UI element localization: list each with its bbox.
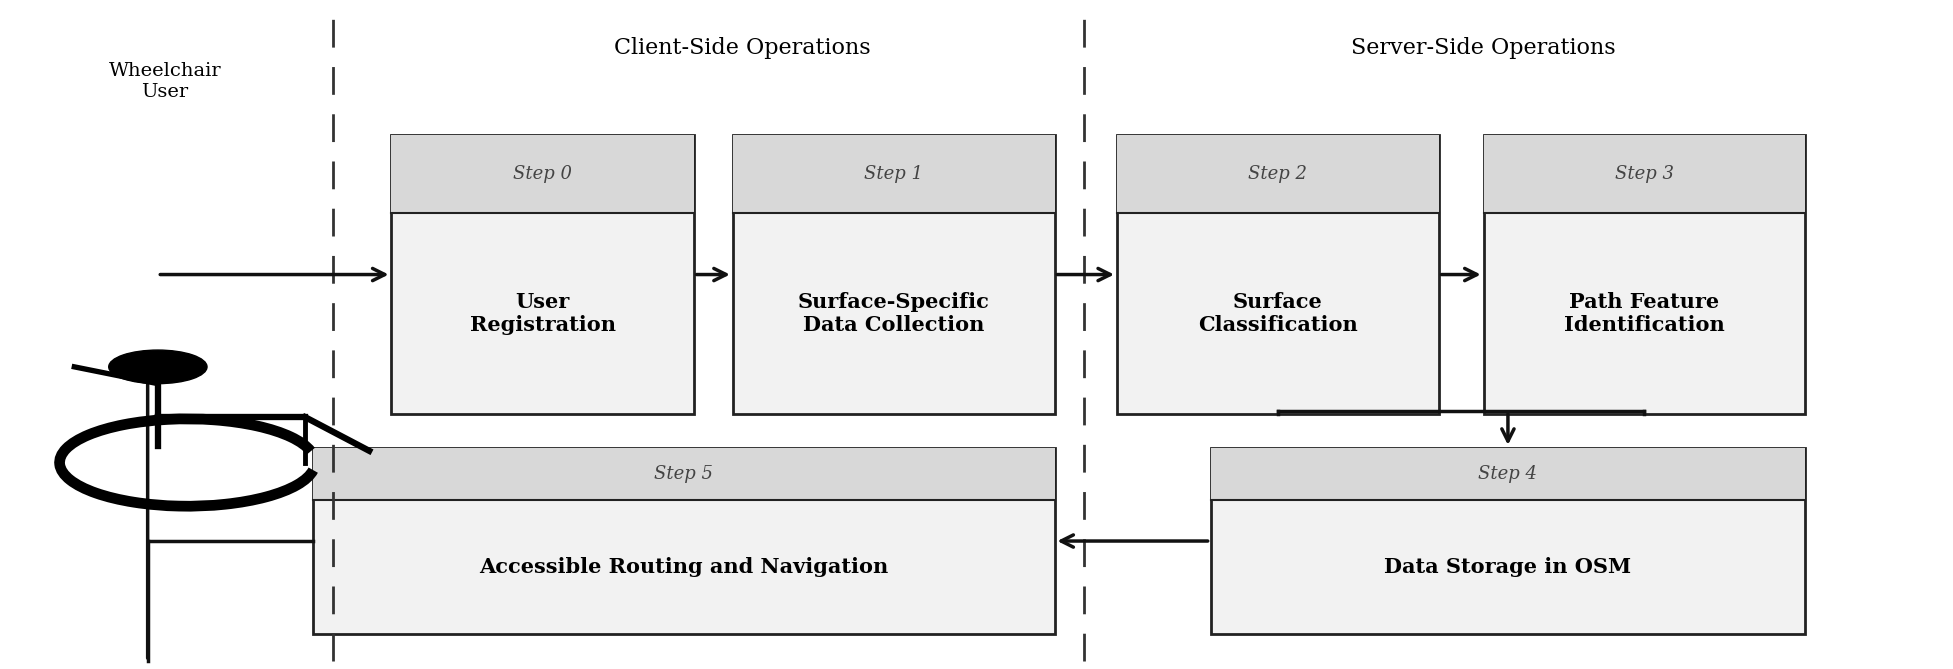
Text: Data Storage in OSM: Data Storage in OSM xyxy=(1385,557,1631,577)
Text: Accessible Routing and Navigation: Accessible Routing and Navigation xyxy=(478,557,889,577)
FancyBboxPatch shape xyxy=(391,134,693,415)
FancyBboxPatch shape xyxy=(1484,134,1805,213)
Text: Surface-Specific
Data Collection: Surface-Specific Data Collection xyxy=(797,292,990,335)
Text: Client-Side Operations: Client-Side Operations xyxy=(613,37,871,59)
Text: Step 4: Step 4 xyxy=(1478,465,1537,483)
Text: User
Registration: User Registration xyxy=(469,292,615,335)
Text: Path Feature
Identification: Path Feature Identification xyxy=(1564,292,1724,335)
FancyBboxPatch shape xyxy=(312,448,1055,500)
Text: Server-Side Operations: Server-Side Operations xyxy=(1351,37,1615,59)
Text: Wheelchair
User: Wheelchair User xyxy=(109,62,221,101)
FancyBboxPatch shape xyxy=(732,134,1055,415)
Text: Step 0: Step 0 xyxy=(514,165,572,183)
FancyBboxPatch shape xyxy=(391,134,693,213)
Text: Step 3: Step 3 xyxy=(1615,165,1674,183)
Text: Step 1: Step 1 xyxy=(863,165,924,183)
FancyBboxPatch shape xyxy=(1484,134,1805,415)
FancyBboxPatch shape xyxy=(1117,134,1439,213)
Text: Step 5: Step 5 xyxy=(654,465,713,483)
FancyBboxPatch shape xyxy=(1117,134,1439,415)
FancyBboxPatch shape xyxy=(1211,448,1805,500)
FancyBboxPatch shape xyxy=(1211,448,1805,634)
FancyBboxPatch shape xyxy=(312,448,1055,634)
Text: Surface
Classification: Surface Classification xyxy=(1197,292,1357,335)
Text: Step 2: Step 2 xyxy=(1248,165,1307,183)
FancyBboxPatch shape xyxy=(732,134,1055,213)
Circle shape xyxy=(109,350,207,383)
